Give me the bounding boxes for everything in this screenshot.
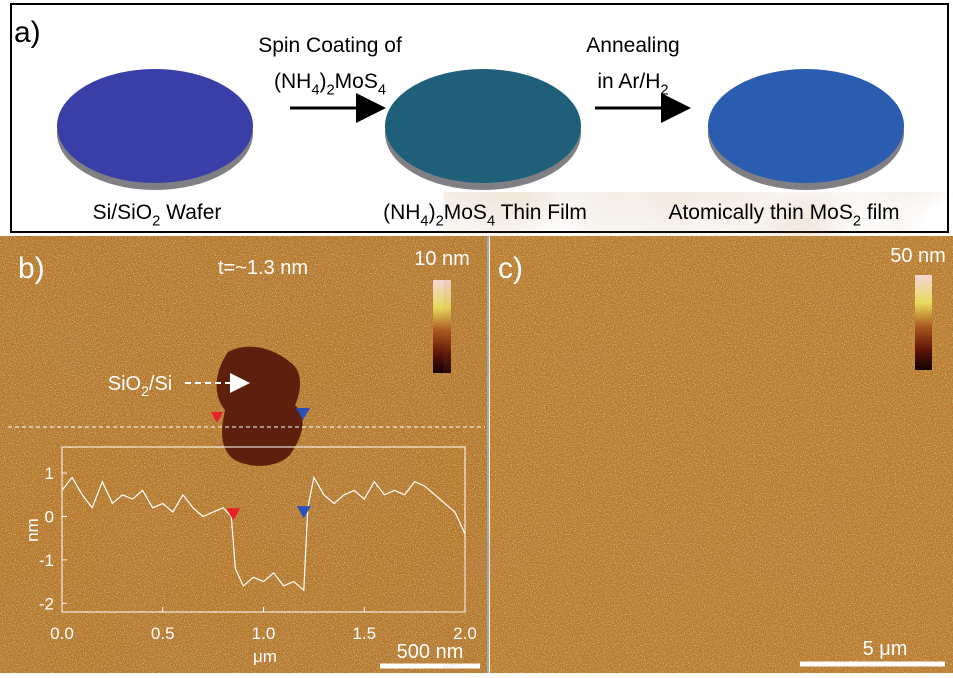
- hole: [217, 347, 303, 466]
- y-tick-label: -1: [39, 551, 54, 570]
- panel-label: c): [498, 252, 523, 285]
- panel-label: a): [14, 16, 41, 49]
- afm-noise: [490, 236, 953, 673]
- text-part: 2: [152, 213, 160, 229]
- text-part: 4: [378, 82, 386, 98]
- text-part: (NH: [274, 70, 311, 93]
- text-part: 2: [436, 213, 444, 229]
- scale-bar-label: 500 nm: [397, 641, 464, 663]
- step-label: Spin Coating of: [258, 34, 402, 57]
- y-tick-label: -2: [39, 594, 54, 613]
- wafer: [57, 69, 253, 183]
- x-tick-label: 1.0: [252, 624, 276, 643]
- afm-image-b: [0, 236, 487, 673]
- text-part: Thin Film: [495, 201, 587, 224]
- x-axis-label: μm: [253, 647, 277, 666]
- text-part: Annealing: [586, 34, 679, 57]
- y-tick-label: 0: [45, 507, 54, 526]
- y-axis-label: nm: [23, 518, 42, 542]
- step-label: Annealing: [586, 34, 679, 57]
- scale-bar-label: 5 μm: [863, 638, 908, 660]
- x-tick-label: 0.5: [151, 624, 175, 643]
- text-part: ): [319, 70, 326, 93]
- text-part: 4: [311, 82, 319, 98]
- text-part: Wafer: [160, 201, 221, 224]
- text-part: MoS: [335, 70, 378, 93]
- thickness: t=~1.3 nm: [218, 257, 308, 279]
- colorbar: [915, 275, 932, 370]
- text-part: (NH: [383, 201, 420, 224]
- colorbar-label: 50 nm: [890, 245, 946, 267]
- x-tick-label: 1.5: [352, 624, 376, 643]
- text-part: in Ar/H: [597, 70, 660, 93]
- text-part: /Si: [149, 373, 172, 395]
- colorbar-label: 10 nm: [414, 248, 470, 270]
- text-part: Spin Coating of: [258, 34, 402, 57]
- text-part: 2: [326, 82, 334, 98]
- wafer: [708, 69, 904, 183]
- text-part: Si/SiO: [93, 201, 153, 224]
- text-part: MoS: [444, 201, 487, 224]
- text-part: Atomically thin MoS: [668, 201, 852, 224]
- text-part: SiO: [108, 373, 141, 395]
- text-part: 2: [660, 82, 668, 98]
- x-tick-label: 2.0: [453, 624, 477, 643]
- text-part: film: [861, 201, 900, 224]
- afm-image-c: [490, 236, 953, 673]
- page: {"panel_a":{"label":"a)", "steps":[{"lin…: [0, 0, 953, 678]
- colorbar: [433, 280, 451, 373]
- x-tick-label: 0.0: [50, 624, 74, 643]
- text-part: 4: [487, 213, 495, 229]
- text-part: 2: [853, 213, 861, 229]
- text-part: ): [429, 201, 436, 224]
- text-part: 4: [420, 213, 428, 229]
- figure: a) b) t=~1.3 nm 10 nm 500 nm c) 50 nm 5 …: [0, 0, 953, 673]
- panel-label: b): [18, 252, 45, 285]
- y-tick-label: 1: [45, 464, 54, 483]
- text-part: 2: [141, 383, 149, 399]
- wafer: [385, 69, 581, 183]
